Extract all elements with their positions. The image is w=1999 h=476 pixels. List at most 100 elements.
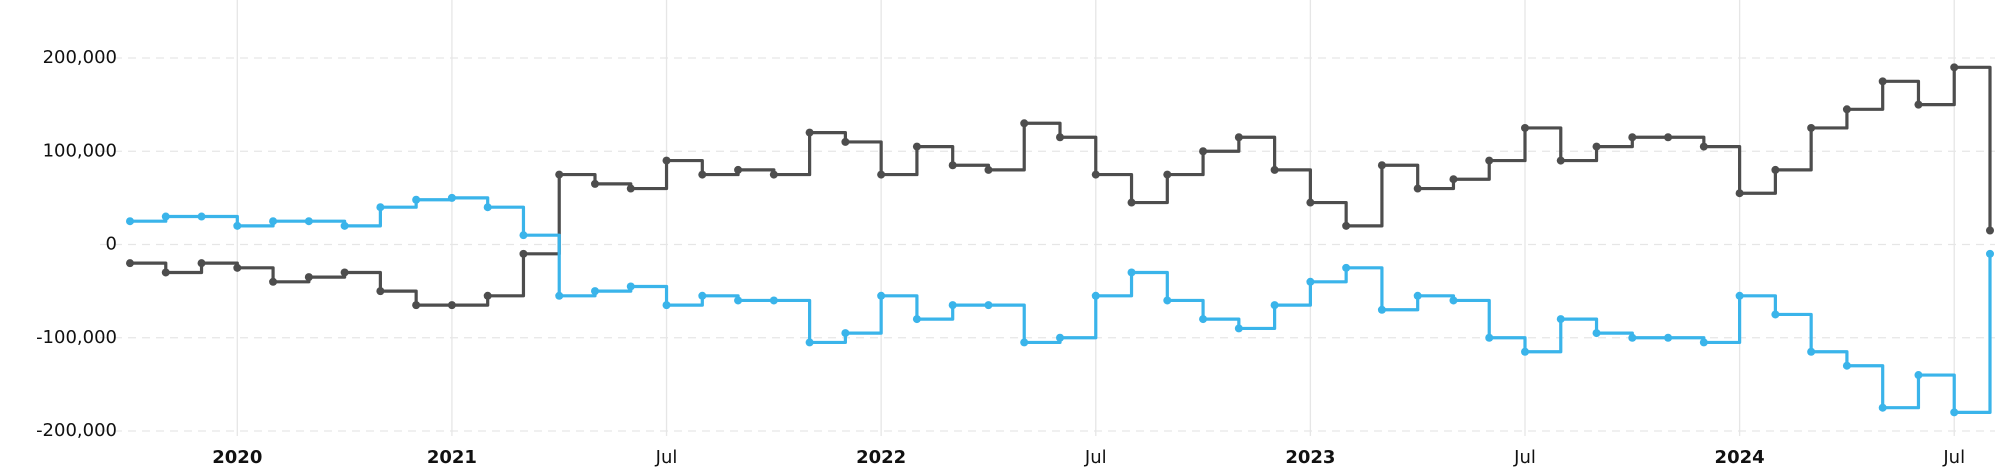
point	[483, 203, 492, 212]
point	[1163, 296, 1172, 305]
point	[1914, 100, 1923, 109]
point	[734, 165, 743, 174]
point	[1163, 170, 1172, 179]
point	[197, 212, 206, 221]
point	[1056, 133, 1064, 142]
point	[591, 179, 599, 188]
point	[1771, 310, 1780, 319]
point	[1914, 371, 1923, 380]
point	[376, 203, 385, 212]
point	[948, 301, 957, 310]
point	[1377, 305, 1386, 314]
point	[1878, 403, 1887, 412]
point	[412, 195, 421, 204]
series-line	[130, 65, 1992, 307]
point	[1664, 133, 1673, 142]
point	[805, 128, 814, 137]
point	[412, 301, 421, 310]
point	[1628, 133, 1637, 142]
point	[161, 268, 170, 277]
point	[161, 212, 170, 221]
point	[591, 287, 599, 296]
point	[1020, 119, 1029, 128]
point	[1735, 291, 1744, 300]
point	[376, 287, 385, 296]
point	[626, 184, 635, 193]
x-tick-label: Jul	[1513, 447, 1536, 468]
point	[269, 277, 278, 286]
point	[1199, 147, 1208, 156]
point	[447, 193, 456, 202]
point	[1485, 333, 1494, 342]
x-tick-label: 2024	[1715, 447, 1765, 468]
point	[447, 301, 456, 310]
point	[912, 315, 921, 324]
point	[912, 142, 921, 151]
point	[1628, 333, 1637, 342]
point	[269, 217, 278, 226]
point	[1485, 156, 1494, 165]
point	[1592, 142, 1601, 151]
point	[1449, 175, 1458, 184]
point	[1699, 338, 1708, 347]
point	[126, 217, 134, 226]
x-tick-label: 2020	[212, 447, 262, 468]
point	[1413, 184, 1422, 193]
point	[1664, 333, 1673, 342]
point	[984, 165, 993, 174]
point	[1592, 329, 1601, 338]
y-tick-label: 0	[106, 234, 117, 255]
y-tick-label: -200,000	[36, 420, 117, 441]
point	[1878, 77, 1887, 86]
point	[1413, 291, 1422, 300]
point	[841, 329, 850, 338]
point	[519, 231, 528, 240]
point	[304, 273, 313, 282]
series-line	[130, 196, 1992, 414]
point	[662, 156, 671, 165]
x-tick-label: Jul	[1084, 447, 1107, 468]
point	[1556, 315, 1565, 324]
point	[1199, 315, 1208, 324]
point	[769, 296, 778, 305]
point	[1127, 268, 1136, 277]
point	[1556, 156, 1565, 165]
point	[1842, 105, 1851, 114]
point	[1449, 296, 1458, 305]
point	[1091, 291, 1100, 300]
x-tick-label: 2021	[427, 447, 477, 468]
point	[626, 282, 635, 291]
point	[948, 161, 957, 170]
point	[1986, 249, 1994, 258]
point	[1342, 221, 1351, 230]
point	[1306, 198, 1315, 207]
point	[1056, 333, 1064, 342]
point	[1807, 347, 1816, 356]
point	[1377, 161, 1386, 170]
point	[1234, 324, 1243, 333]
point	[734, 296, 743, 305]
point	[769, 170, 778, 179]
point	[1986, 226, 1994, 235]
point	[233, 263, 242, 272]
point	[1950, 408, 1959, 417]
x-tick-label: 2023	[1285, 447, 1335, 468]
x-tick-label: 2022	[856, 447, 906, 468]
point	[877, 291, 886, 300]
point	[1270, 301, 1279, 310]
point	[1735, 189, 1744, 198]
point	[340, 268, 349, 277]
point	[519, 249, 528, 258]
y-tick-label: 100,000	[43, 140, 117, 161]
x-tick-label: Jul	[1942, 447, 1965, 468]
point	[555, 170, 564, 179]
point	[1842, 361, 1851, 370]
point	[555, 291, 564, 300]
point	[877, 170, 886, 179]
point	[340, 221, 349, 230]
point	[805, 338, 814, 347]
y-tick-label: 200,000	[43, 47, 117, 68]
point	[984, 301, 993, 310]
point	[1521, 347, 1529, 356]
